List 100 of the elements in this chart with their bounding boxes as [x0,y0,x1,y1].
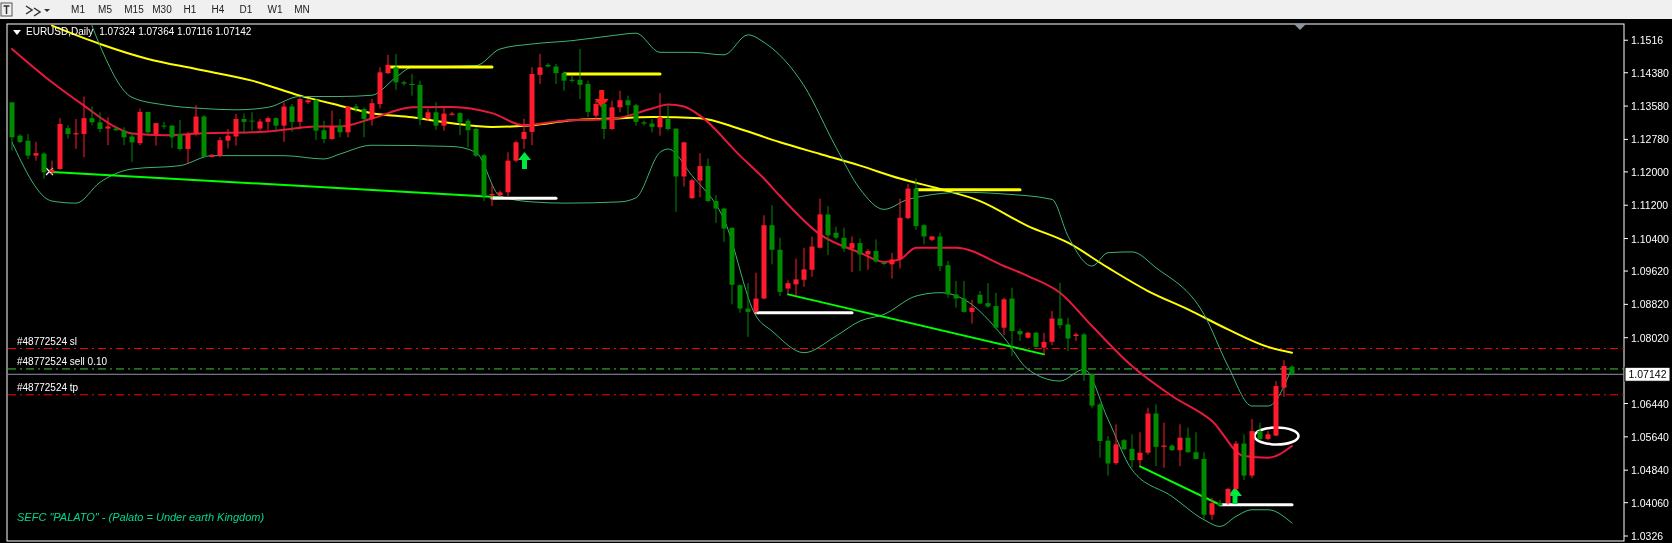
candlestick [513,140,519,163]
candlestick [1177,423,1183,467]
candlestick [249,111,255,132]
candlestick [1129,433,1135,469]
y-tick-label: 1.11200 [1631,199,1669,212]
candlestick [289,103,295,133]
ref-line-label: #48772524 sl [17,335,78,347]
candlestick [129,131,135,163]
candlestick [281,101,287,143]
candlestick [393,53,399,91]
candlestick [1185,427,1191,454]
candlestick [1281,359,1287,398]
candlestick [433,101,439,131]
candlestick [809,235,815,278]
text: H4 [211,4,225,15]
y-tick-label: 1.08820 [1631,298,1670,311]
line-series [11,141,1293,527]
candlestick [617,90,623,113]
candlestick [65,124,71,140]
candlestick [561,70,567,92]
candlestick [833,225,839,240]
candlestick [217,136,223,158]
candlestick [609,100,615,131]
candlestick [1113,423,1119,466]
y-tick-label: 1.05640 [1631,430,1670,443]
candlestick [41,151,47,180]
candlestick [521,118,527,150]
y-tick-label: 1.08020 [1631,331,1670,344]
candlestick [753,272,759,315]
candlestick [721,207,727,243]
candlestick [297,96,303,130]
candlestick [633,103,639,127]
candlestick [97,111,103,133]
candlestick [89,105,95,126]
candlestick [273,116,279,133]
candlestick [177,119,183,152]
text: H1 [183,4,197,15]
candlestick [1209,497,1215,521]
candlestick [81,95,87,158]
candlestick [961,280,967,314]
candlestick [465,118,471,148]
candlestick [185,131,191,165]
y-tick-label: 1.06440 [1631,397,1670,410]
candlestick [593,100,599,120]
candlestick [737,283,743,314]
candlestick [265,115,271,131]
candlestick [1137,431,1143,467]
candlestick [969,299,975,325]
text: M1 [71,4,86,15]
candlestick [241,113,247,135]
candlestick [1257,422,1263,441]
y-tick-label: 1.10400 [1631,232,1670,245]
y-tick-label: 1.09620 [1631,265,1670,278]
candlestick [873,238,879,264]
candlestick [441,106,447,132]
candlestick [625,95,631,117]
candlestick [353,103,359,113]
candlestick [1041,332,1047,355]
candlestick [993,292,999,330]
y-tick-label: 1.12000 [1631,165,1670,178]
y-tick-label: 1.12780 [1631,133,1670,146]
candlestick [169,124,175,149]
candlestick [305,98,311,105]
candlestick [537,53,543,85]
candlestick [161,121,167,130]
candlestick [409,73,415,97]
candlestick [1105,435,1111,477]
text: M30 [152,4,173,15]
candlestick [793,258,799,297]
candlestick [857,238,863,272]
y-tick-label: 1.13580 [1631,100,1670,113]
candlestick [697,152,703,198]
y-tick-label: 1.14380 [1631,66,1670,79]
line-series [11,48,1293,459]
candlestick [457,111,463,136]
text: MN [294,4,310,15]
candlestick [849,235,855,273]
candlestick [569,75,575,83]
candlestick [105,116,111,146]
annotation: SEFC "PALATO" - (Palato = Under earth Kingdom) [17,511,265,523]
candlestick [841,227,847,253]
candlestick [1073,332,1079,342]
y-tick-label: 1.04060 [1631,496,1670,509]
candlestick [921,223,927,245]
text: W1 [267,4,283,15]
candlestick [665,105,671,132]
candlestick [1057,282,1063,330]
candlestick [1193,431,1199,460]
candlestick [49,160,55,175]
candlestick [785,279,791,295]
candlestick [337,118,343,138]
text: M5 [98,4,113,15]
candlestick [657,92,663,137]
candlestick [1217,499,1223,508]
candlestick [889,252,895,280]
candlestick [553,63,559,85]
text: M15 [124,4,145,15]
y-tick-label: 1.04840 [1631,464,1670,477]
candlestick [193,104,199,137]
candlestick [689,178,695,200]
